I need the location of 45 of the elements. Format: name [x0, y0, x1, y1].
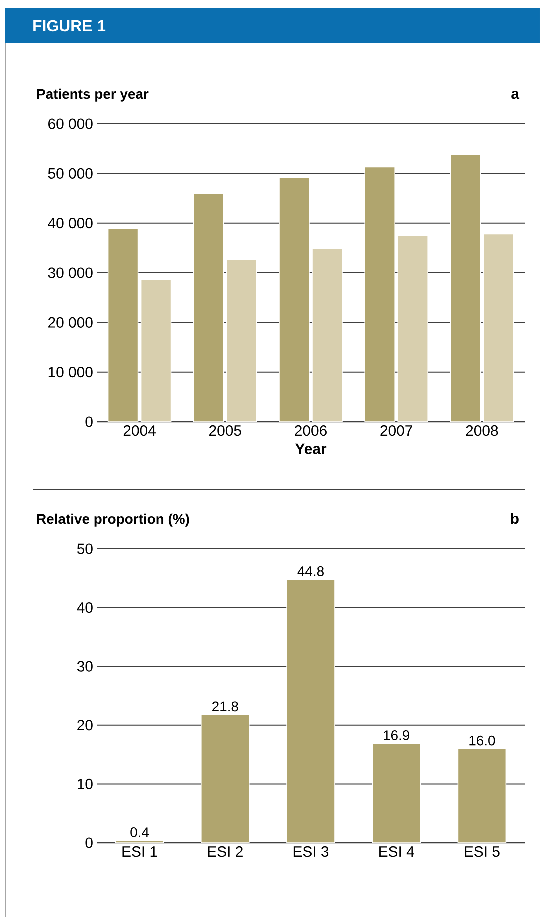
y-tick-label: 30: [77, 661, 93, 672]
x-tick-label: ESI 5: [465, 846, 500, 858]
x-tick-label: ESI 2: [208, 846, 243, 858]
bar: [115, 840, 164, 844]
y-tick-label: 20: [78, 720, 93, 731]
bar: [312, 248, 343, 422]
data-label: 0.4: [130, 828, 150, 838]
data-label: 21.8: [212, 702, 238, 712]
y-tick-label: 50: [77, 544, 93, 554]
y-tick-label: 10 000: [48, 367, 93, 378]
x-tick-label: 2004: [124, 426, 156, 436]
data-label: 16.0: [470, 736, 496, 746]
bar: [194, 194, 224, 422]
x-tick-label: 2005: [210, 426, 242, 436]
y-tick-label: 40: [77, 602, 93, 614]
y-tick-label: 60 000: [48, 118, 93, 130]
x-tick-label: 2007: [380, 426, 412, 436]
bar: [279, 178, 310, 422]
y-axis-title: Relative proportion (%): [37, 514, 190, 527]
chart-title: FIGURE 1: [34, 20, 106, 32]
data-label: 44.8: [298, 566, 324, 576]
bar: [450, 154, 482, 422]
text: b: [511, 513, 519, 524]
y-tick-label: 0: [86, 416, 93, 428]
y-tick-label: 30 000: [48, 268, 93, 278]
x-axis-title: Year: [295, 444, 327, 454]
x-tick-label: ESI 1: [122, 846, 158, 858]
y-tick-label: 40 000: [48, 218, 93, 229]
y-tick-label: 0: [86, 838, 93, 848]
bar: [483, 234, 514, 422]
bar: [108, 228, 139, 422]
bar: [398, 235, 428, 422]
y-tick-label: 10: [78, 778, 93, 790]
y-tick-label: 20 000: [48, 317, 93, 328]
bar: [226, 259, 258, 422]
bar: [364, 166, 396, 422]
x-tick-label: 2008: [466, 426, 498, 436]
y-tick-label: 50 000: [48, 168, 93, 179]
x-tick-label: ESI 3: [294, 846, 329, 858]
y-axis-title: Patients per year: [37, 88, 149, 102]
x-tick-label: ESI 4: [380, 846, 414, 858]
x-tick-label: 2006: [295, 426, 327, 436]
data-label: 16.9: [384, 730, 410, 740]
text: a: [512, 90, 520, 100]
bar: [140, 280, 172, 422]
